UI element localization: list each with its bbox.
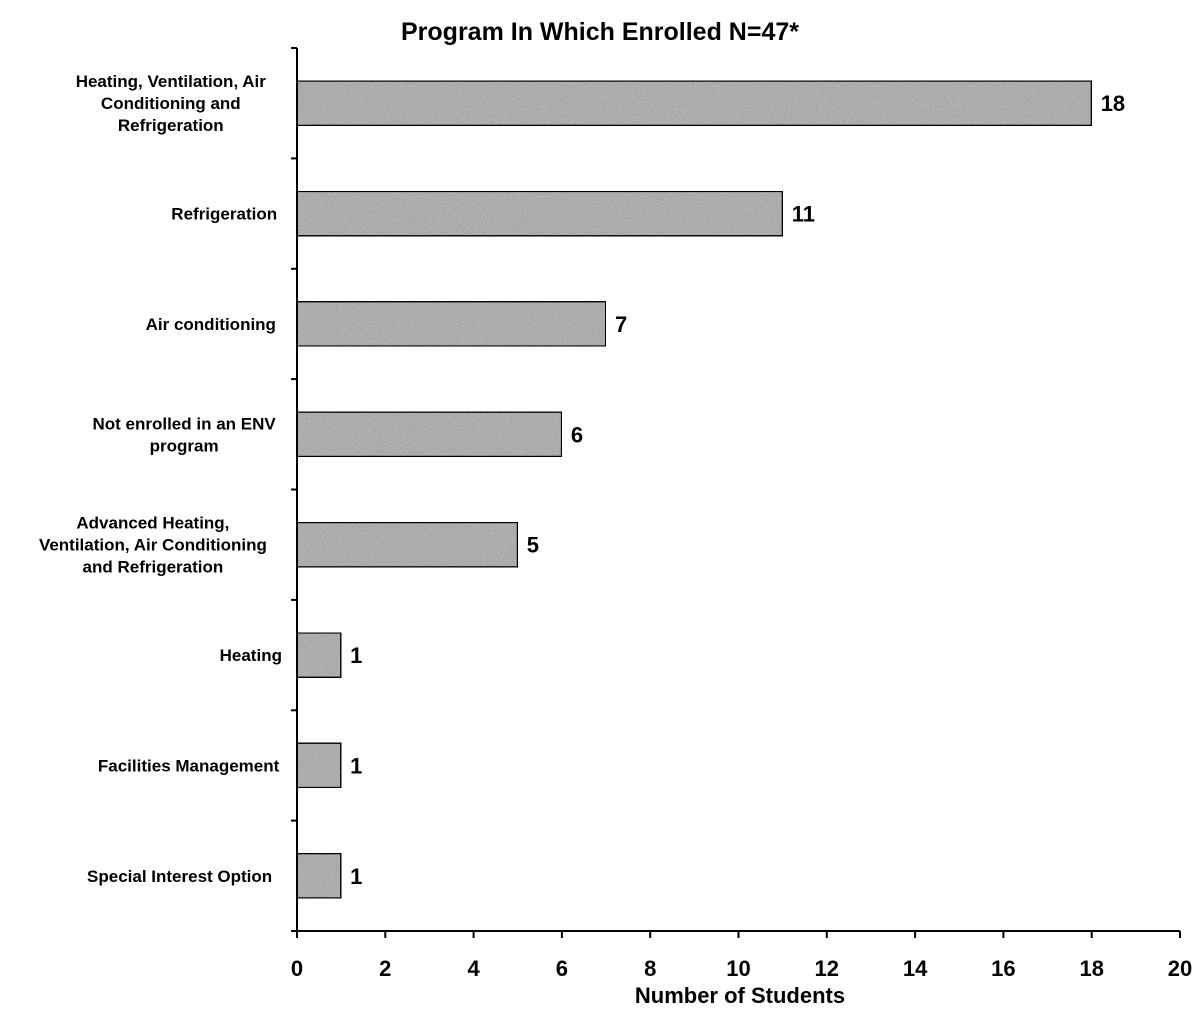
category-label: Refrigeration — [171, 205, 277, 224]
x-tick-label: 2 — [379, 956, 391, 981]
data-label: 7 — [615, 312, 627, 337]
bars-layer — [296, 79, 1093, 900]
x-tick-label: 14 — [903, 956, 928, 981]
data-label: 1 — [350, 753, 362, 778]
data-label: 6 — [571, 422, 583, 447]
category-label-line: Refrigeration — [171, 205, 277, 224]
category-label-line: program — [150, 436, 219, 455]
category-label-line: Conditioning and — [101, 94, 241, 113]
data-label: 18 — [1101, 91, 1125, 116]
category-label: Advanced Heating, Ventilation, Air Condit… — [39, 514, 267, 577]
category-label-line: Not enrolled in an ENV — [92, 414, 276, 433]
bar — [296, 521, 519, 569]
category-label-line: Heating — [220, 646, 282, 665]
category-label: Heating, Ventilation, Air Conditioning an… — [76, 72, 267, 135]
x-tick-label: 18 — [1079, 956, 1103, 981]
category-label: Special Interest Option — [87, 867, 272, 886]
category-label: Air conditioning — [146, 315, 276, 334]
bar — [296, 741, 343, 789]
bar — [296, 190, 784, 238]
x-tick-label: 8 — [644, 956, 656, 981]
x-tick-label: 0 — [291, 956, 303, 981]
bar — [296, 79, 1093, 127]
category-label-line: Special Interest Option — [87, 867, 272, 886]
category-label-line: Ventilation, Air Conditioning — [39, 536, 267, 555]
data-label: 1 — [350, 643, 362, 668]
x-tick-label: 4 — [467, 956, 480, 981]
x-axis-title: Number of Students — [635, 983, 845, 1005]
x-tick-label: 10 — [726, 956, 750, 981]
data-label: 1 — [350, 864, 362, 889]
bar — [296, 631, 343, 679]
x-tick-label: 12 — [815, 956, 839, 981]
category-label-line: Refrigeration — [118, 116, 224, 135]
axes-layer — [291, 47, 1181, 938]
bar — [296, 852, 343, 900]
category-label: Facilities Management — [98, 756, 280, 775]
category-label: Not enrolled in an ENV program — [92, 414, 276, 455]
bar — [296, 300, 607, 348]
category-label-line: and Refrigeration — [83, 558, 224, 577]
category-label-line: Advanced Heating, — [76, 514, 229, 533]
data-label: 11 — [792, 202, 815, 227]
x-tick-label: 20 — [1168, 956, 1192, 981]
bar — [296, 410, 563, 458]
x-tick-label: 6 — [556, 956, 568, 981]
category-label: Heating — [220, 646, 282, 665]
category-label-line: Air conditioning — [146, 315, 276, 334]
category-label-line: Heating, Ventilation, Air — [76, 72, 267, 91]
chart-title: Program In Which Enrolled N=47* — [401, 18, 799, 46]
data-label: 5 — [527, 533, 539, 558]
category-label-line: Facilities Management — [98, 756, 280, 775]
x-tick-label: 16 — [991, 956, 1015, 981]
